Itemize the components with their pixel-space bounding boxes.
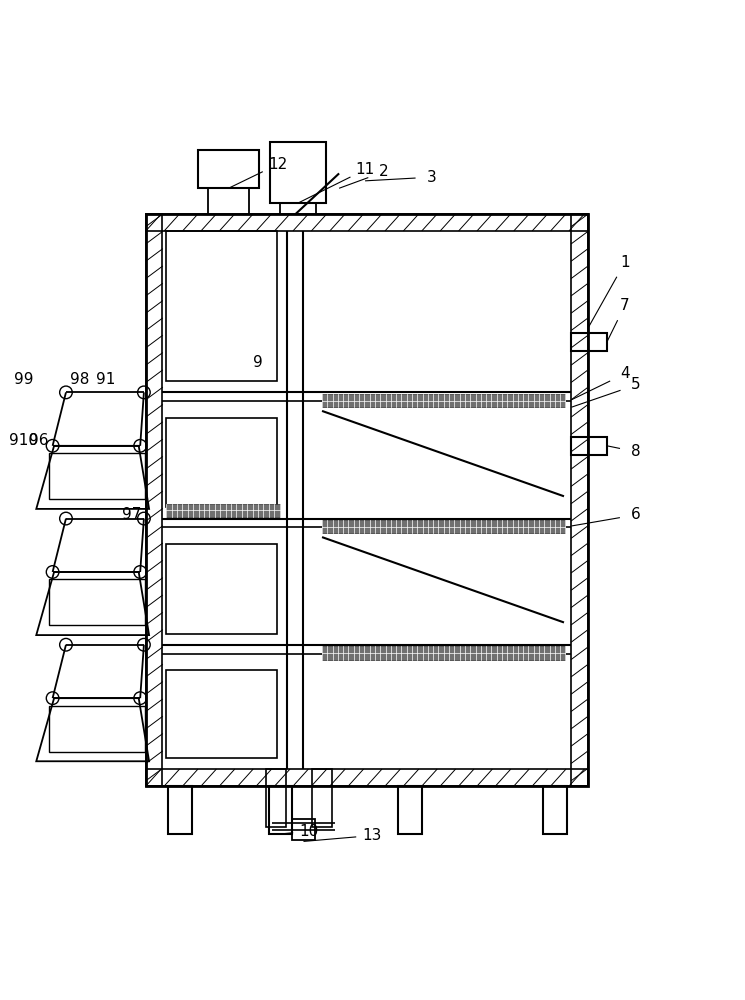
Bar xyxy=(146,214,588,231)
Text: 12: 12 xyxy=(268,157,287,172)
Bar xyxy=(166,504,279,517)
Text: 9: 9 xyxy=(253,355,262,370)
Bar xyxy=(292,819,314,840)
Text: 5: 5 xyxy=(631,377,641,392)
Text: 13: 13 xyxy=(363,828,382,843)
Text: 99: 99 xyxy=(14,372,34,387)
Text: 91: 91 xyxy=(95,372,115,387)
Text: 98: 98 xyxy=(69,372,89,387)
Text: 3: 3 xyxy=(427,170,437,185)
Bar xyxy=(267,769,285,827)
Bar xyxy=(146,214,162,786)
Text: 2: 2 xyxy=(378,164,388,179)
Bar xyxy=(168,786,192,834)
Bar xyxy=(312,769,332,827)
Text: 7: 7 xyxy=(620,298,630,313)
Bar xyxy=(571,214,588,786)
Text: 97: 97 xyxy=(121,507,141,522)
Text: 910: 910 xyxy=(9,433,38,448)
Bar xyxy=(322,394,565,407)
Text: 96: 96 xyxy=(29,433,48,448)
Bar xyxy=(166,231,277,381)
Bar xyxy=(166,418,277,507)
Text: 10: 10 xyxy=(299,824,319,839)
Bar xyxy=(270,142,326,203)
Bar xyxy=(166,544,277,634)
Bar xyxy=(146,769,588,786)
Text: 6: 6 xyxy=(631,507,641,522)
Bar xyxy=(571,333,607,351)
Bar xyxy=(399,786,422,834)
Bar xyxy=(322,520,565,533)
Text: 8: 8 xyxy=(631,444,641,459)
Bar xyxy=(571,437,607,455)
Bar xyxy=(49,706,145,752)
Text: 11: 11 xyxy=(355,162,375,177)
Bar xyxy=(198,150,259,188)
Bar xyxy=(166,670,277,758)
Bar xyxy=(146,214,588,786)
Bar xyxy=(269,786,292,834)
Bar xyxy=(322,646,565,660)
Bar xyxy=(543,786,567,834)
Bar xyxy=(49,453,145,499)
Bar xyxy=(49,579,145,625)
Text: 4: 4 xyxy=(620,366,630,381)
Text: 1: 1 xyxy=(620,255,630,270)
